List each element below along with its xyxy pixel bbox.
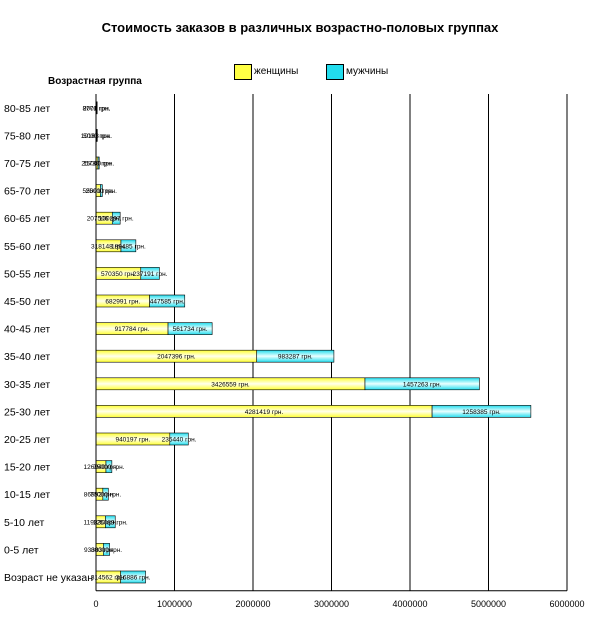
data-label-men: 447585 грн. — [150, 299, 185, 306]
bar-men — [111, 211, 121, 225]
bar-men — [105, 515, 116, 529]
category-label: 20-25 лет — [4, 434, 50, 446]
bar-men — [431, 405, 532, 418]
bar-men — [96, 101, 98, 115]
category-label: 35-40 лет — [4, 351, 50, 363]
data-label-men: 561734 грн. — [173, 326, 208, 333]
data-label-women: 25730 грн. — [81, 161, 112, 168]
bar-men — [167, 322, 213, 335]
bar-men — [140, 267, 160, 280]
x-tick-label: 5000000 — [471, 599, 506, 609]
data-label-women: 318148 грн. — [91, 243, 126, 250]
category-label: 40-45 лет — [4, 324, 50, 336]
category-label: 0-5 лет — [4, 544, 39, 556]
data-label-women: 917784 грн. — [115, 326, 150, 333]
category-label: 10-15 лет — [4, 489, 50, 501]
data-label-men: 125089 грн. — [93, 519, 128, 526]
category-label: 80-85 лет — [4, 103, 50, 115]
bar-men — [102, 487, 109, 501]
category-label: 70-75 лет — [4, 158, 50, 170]
data-label-women: 93383 грн. — [84, 547, 115, 554]
data-label-women: 55091 грн. — [83, 188, 114, 195]
data-label-men: 983287 грн. — [278, 354, 313, 361]
category-label: 65-70 лет — [4, 186, 50, 198]
category-label: 25-30 лет — [4, 406, 50, 418]
data-label-men: 70000 грн. — [90, 492, 121, 499]
data-label-men: 25000 грн. — [86, 188, 117, 195]
category-label: 75-80 лет — [4, 130, 50, 142]
data-label-women: 119830 грн. — [84, 519, 119, 526]
data-label-men: 100297 грн. — [99, 216, 134, 223]
x-tick-label: 4000000 — [392, 599, 427, 609]
data-label-men: 2000 грн. — [83, 105, 111, 112]
data-label-women: 570350 грн. — [101, 271, 136, 278]
bar-men — [103, 543, 110, 556]
x-tick-label: 2000000 — [235, 599, 270, 609]
data-label-women: 86992 грн. — [84, 492, 115, 499]
category-label: 30-35 лет — [4, 379, 50, 391]
data-label-men: 237191 грн. — [133, 271, 168, 278]
x-tick-label: 3000000 — [314, 599, 349, 609]
data-label-men: 80000 грн. — [91, 547, 122, 554]
category-label: Возраст не указан — [4, 572, 93, 584]
category-label: 45-50 лет — [4, 296, 50, 308]
data-label-women: 126940 грн. — [84, 464, 119, 471]
y-axis-title: Возрастная группа — [48, 76, 142, 87]
data-label-women: 940197 грн. — [115, 437, 150, 444]
bar-men — [169, 432, 189, 446]
data-label-men: 1258385 грн. — [462, 409, 501, 416]
data-label-men: 1457263 грн. — [403, 381, 442, 388]
data-label-men: 189485 грн. — [111, 243, 146, 250]
category-label: 55-60 лет — [4, 241, 50, 253]
data-label-men: 316886 грн. — [116, 575, 151, 582]
data-label-men: 15000 грн. — [83, 161, 114, 168]
legend-swatch-women — [234, 64, 252, 80]
legend-label-men: мужчины — [346, 66, 389, 77]
bar-men — [100, 184, 103, 197]
legend-swatch-men — [326, 64, 344, 80]
category-label: 50-55 лет — [4, 268, 50, 280]
category-label: 60-65 лет — [4, 213, 50, 225]
legend-label-women: женщины — [254, 66, 299, 77]
data-label-women: 207506 грн. — [87, 216, 122, 223]
data-label-women: 682991 грн. — [105, 299, 140, 306]
data-label-women: 4281419 грн. — [245, 409, 284, 416]
bar-men — [120, 570, 146, 584]
x-tick-label: 1000000 — [157, 599, 192, 609]
data-label-women: 3426559 грн. — [211, 381, 250, 388]
bar-men — [364, 377, 480, 391]
bar-men — [96, 129, 98, 142]
data-label-men: 5000 грн. — [83, 133, 111, 140]
category-label: 15-20 лет — [4, 462, 50, 474]
data-label-men: 235440 грн. — [162, 437, 197, 444]
x-tick-label: 6000000 — [549, 599, 584, 609]
data-label-women: 314562 грн. — [91, 575, 126, 582]
bar-men — [149, 294, 186, 308]
bar-men — [105, 460, 113, 473]
bar-men — [120, 239, 137, 253]
data-label-men: 75000 грн. — [93, 464, 124, 471]
data-label-women: 2047396 грн. — [157, 354, 196, 361]
category-label: 5-10 лет — [4, 517, 45, 529]
chart-title: Стоимость заказов в различных возрастно-… — [101, 20, 499, 35]
bar-men — [256, 349, 335, 363]
x-tick-label: 0 — [93, 599, 98, 609]
bar-men — [97, 156, 100, 170]
